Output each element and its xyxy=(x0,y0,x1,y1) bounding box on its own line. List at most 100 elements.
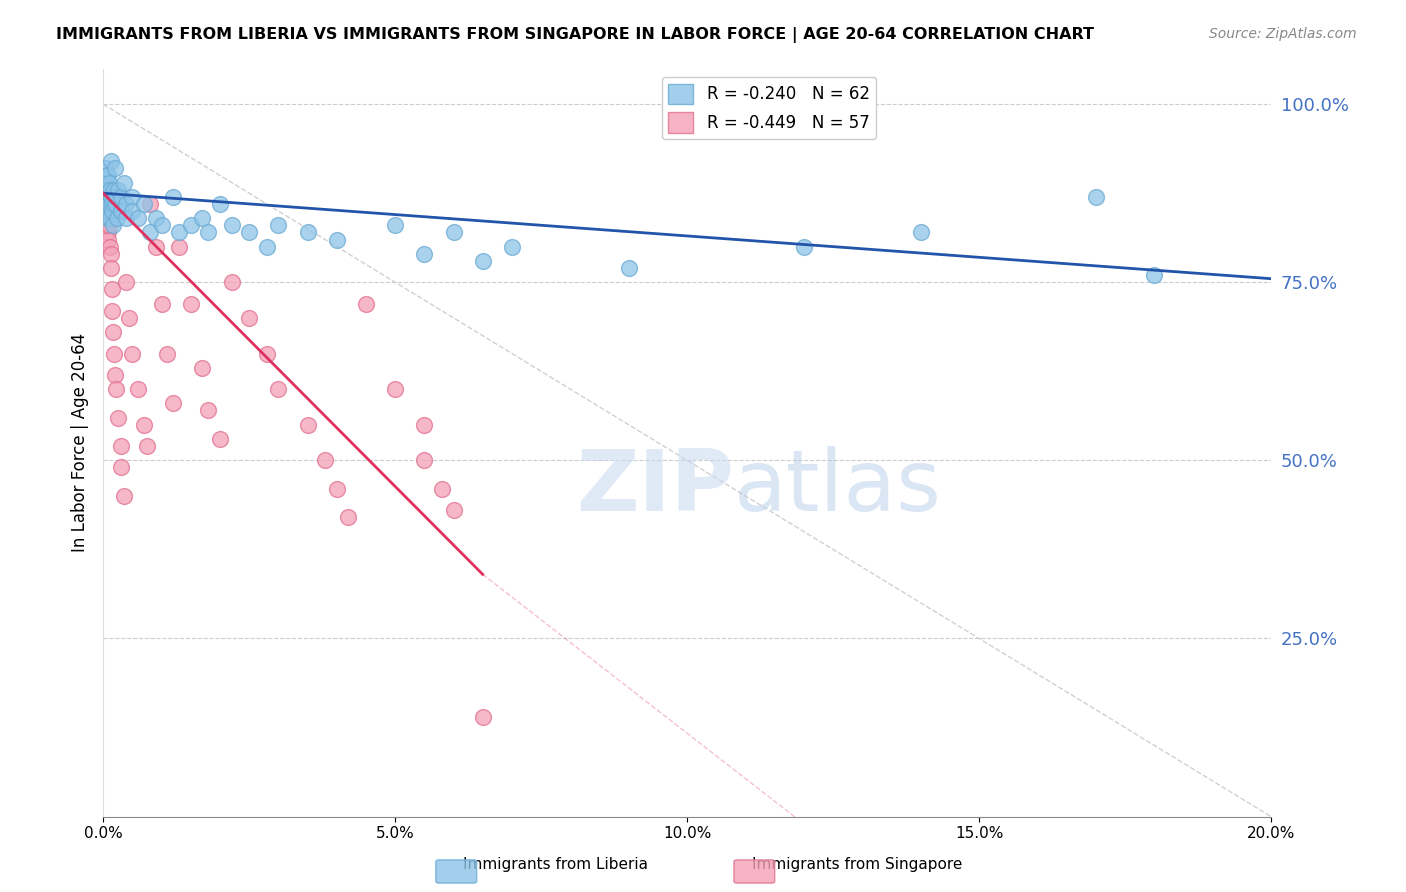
Point xyxy=(96,211,118,226)
Point xyxy=(96,219,118,233)
Point xyxy=(94,197,117,211)
Point xyxy=(104,368,127,382)
Point xyxy=(94,176,117,190)
Point xyxy=(93,183,115,197)
Point xyxy=(94,190,117,204)
Point xyxy=(97,233,120,247)
Text: Source: ZipAtlas.com: Source: ZipAtlas.com xyxy=(1209,27,1357,41)
Point xyxy=(104,382,127,396)
Point xyxy=(384,382,406,396)
Point xyxy=(107,183,129,197)
Point xyxy=(139,197,162,211)
Point xyxy=(145,239,167,253)
Point xyxy=(197,226,219,240)
Y-axis label: In Labor Force | Age 20-64: In Labor Force | Age 20-64 xyxy=(72,333,89,552)
Point xyxy=(180,296,202,310)
Point xyxy=(314,453,336,467)
Point xyxy=(267,219,290,233)
Point xyxy=(103,346,125,360)
Point xyxy=(150,219,173,233)
Point xyxy=(132,197,155,211)
Point xyxy=(139,226,162,240)
Point xyxy=(180,219,202,233)
Point xyxy=(94,183,117,197)
Text: IMMIGRANTS FROM LIBERIA VS IMMIGRANTS FROM SINGAPORE IN LABOR FORCE | AGE 20-64 : IMMIGRANTS FROM LIBERIA VS IMMIGRANTS FR… xyxy=(56,27,1094,43)
Point xyxy=(354,296,377,310)
Point xyxy=(1084,190,1107,204)
Point xyxy=(162,396,184,410)
Text: ZIP: ZIP xyxy=(576,446,734,529)
Point xyxy=(101,204,124,219)
Point xyxy=(96,169,118,183)
Point xyxy=(112,176,135,190)
Point xyxy=(97,226,120,240)
Point xyxy=(1143,268,1166,282)
Point xyxy=(115,275,138,289)
Point xyxy=(197,403,219,417)
Point xyxy=(167,226,190,240)
Point xyxy=(238,226,260,240)
Point xyxy=(121,190,143,204)
Point xyxy=(384,219,406,233)
Point xyxy=(443,226,465,240)
Point xyxy=(325,233,347,247)
Point xyxy=(443,503,465,517)
Point xyxy=(101,197,124,211)
Point xyxy=(103,183,125,197)
Point xyxy=(145,211,167,226)
Point xyxy=(136,439,159,453)
Point xyxy=(110,439,132,453)
Point xyxy=(104,161,127,176)
Point xyxy=(97,169,120,183)
Point xyxy=(256,239,278,253)
Legend: R = -0.240   N = 62, R = -0.449   N = 57: R = -0.240 N = 62, R = -0.449 N = 57 xyxy=(662,77,876,139)
Point xyxy=(413,246,436,260)
Point xyxy=(413,417,436,432)
Point xyxy=(297,226,319,240)
Point xyxy=(115,197,138,211)
Point xyxy=(150,296,173,310)
Point xyxy=(96,204,118,219)
Point xyxy=(93,190,115,204)
Point xyxy=(208,197,231,211)
Point xyxy=(191,360,214,375)
Point xyxy=(98,197,121,211)
Point xyxy=(413,453,436,467)
Point xyxy=(94,204,117,219)
Point xyxy=(101,282,124,296)
Point xyxy=(100,260,122,275)
Point xyxy=(94,204,117,219)
Point xyxy=(267,382,290,396)
Point xyxy=(221,219,243,233)
Point xyxy=(112,489,135,503)
Point xyxy=(118,310,141,325)
Point xyxy=(98,183,121,197)
Point xyxy=(94,161,117,176)
Point xyxy=(910,226,932,240)
Point xyxy=(297,417,319,432)
Point xyxy=(107,410,129,425)
Point xyxy=(94,197,117,211)
Point xyxy=(96,197,118,211)
Point xyxy=(98,219,121,233)
Point xyxy=(132,417,155,432)
Point xyxy=(617,260,640,275)
Point xyxy=(156,346,179,360)
Point xyxy=(100,154,122,169)
Point xyxy=(162,190,184,204)
Text: Immigrants from Singapore: Immigrants from Singapore xyxy=(752,857,963,872)
Point xyxy=(501,239,523,253)
Point xyxy=(105,211,128,226)
Point xyxy=(101,219,124,233)
Point xyxy=(208,432,231,446)
Point xyxy=(100,190,122,204)
Point xyxy=(96,183,118,197)
Point xyxy=(793,239,815,253)
Point xyxy=(471,253,494,268)
Point xyxy=(104,190,127,204)
Point xyxy=(101,303,124,318)
Point xyxy=(221,275,243,289)
Point xyxy=(98,239,121,253)
Point xyxy=(430,482,453,496)
Text: Immigrants from Liberia: Immigrants from Liberia xyxy=(463,857,648,872)
